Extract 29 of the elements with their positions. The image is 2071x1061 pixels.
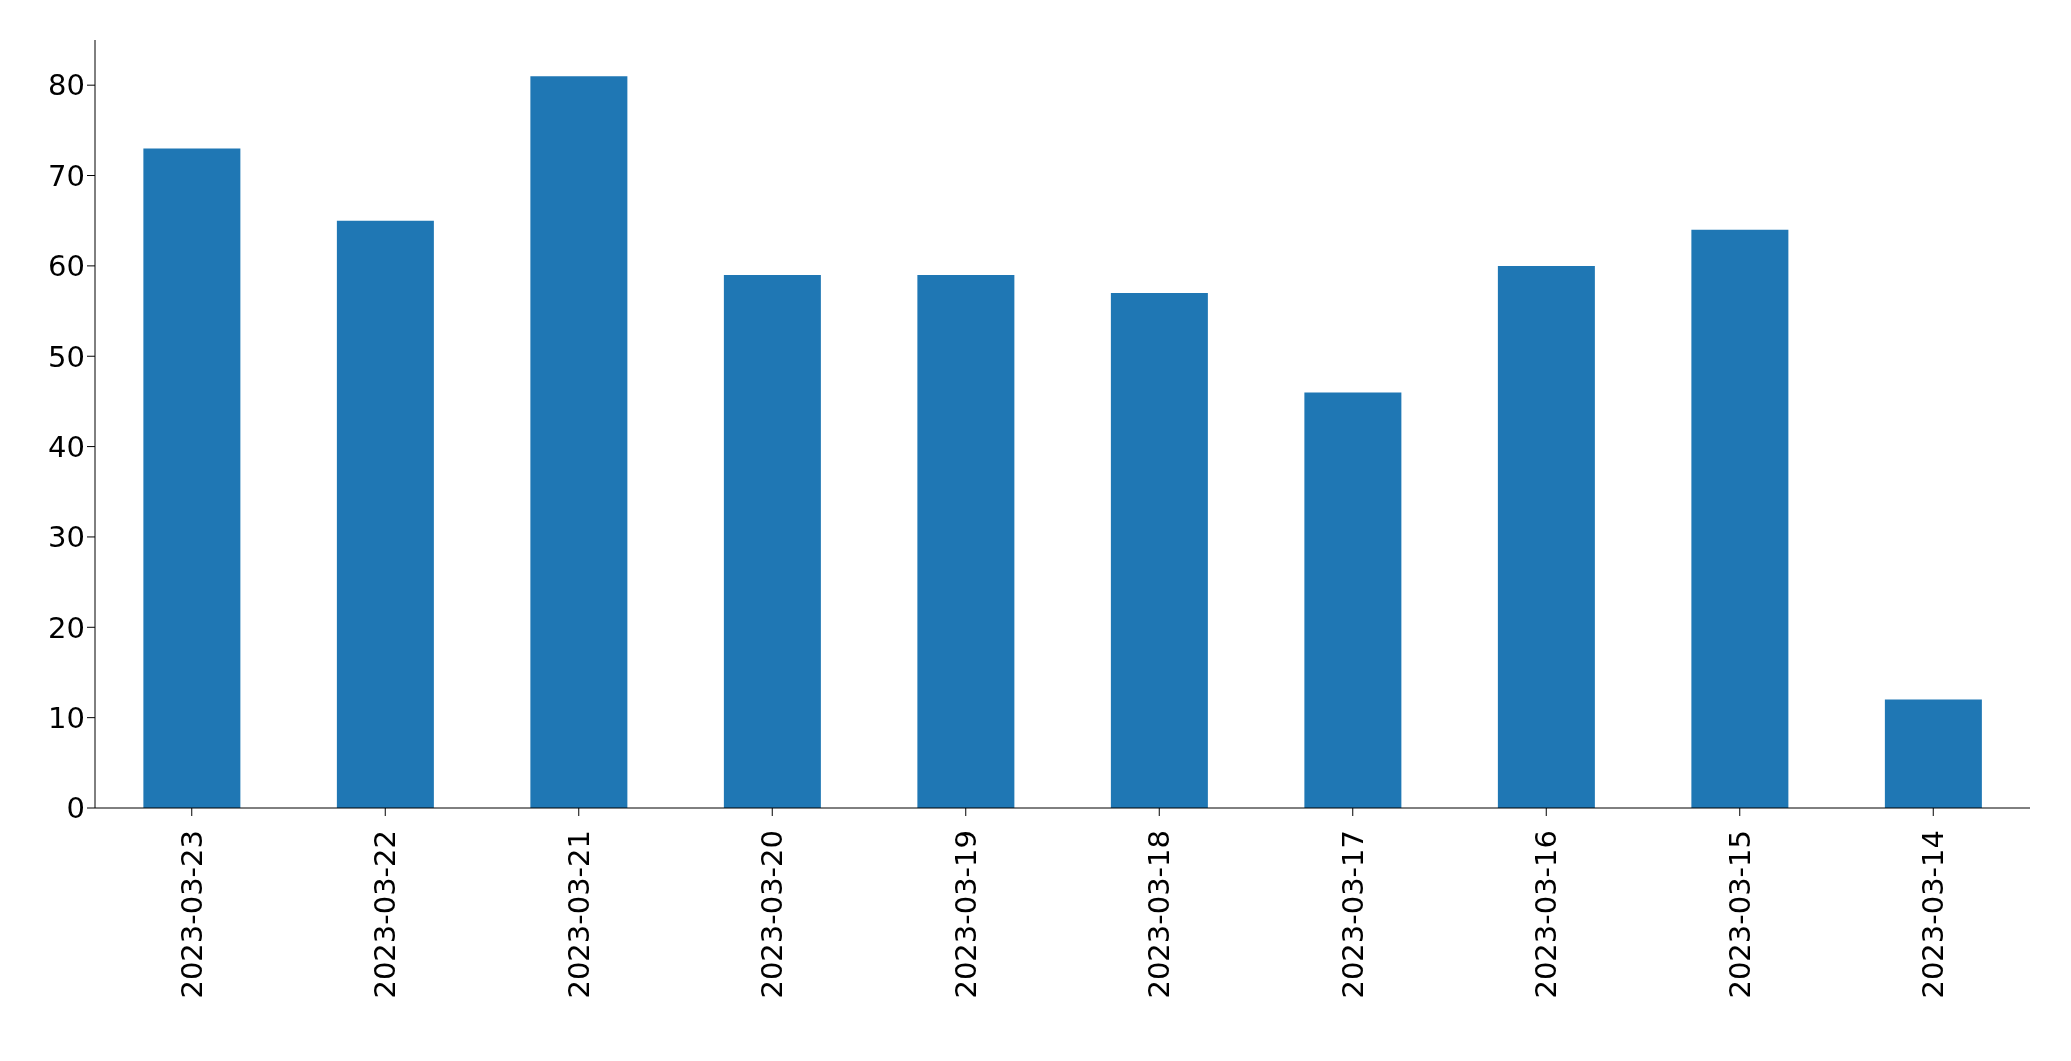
bar <box>1304 392 1402 808</box>
bar <box>1884 699 1982 808</box>
y-tick-label: 10 <box>48 700 85 735</box>
y-tick-label: 80 <box>48 68 85 103</box>
bar <box>1110 292 1208 808</box>
y-tick-label: 40 <box>48 429 85 464</box>
bar <box>723 274 821 808</box>
x-tick-label: 2023-03-17 <box>1335 830 1370 999</box>
x-tick-label: 2023-03-19 <box>948 830 983 999</box>
x-tick-label: 2023-03-16 <box>1529 830 1564 999</box>
y-tick-label: 20 <box>48 610 85 645</box>
bar <box>143 148 241 808</box>
x-tick-label: 2023-03-23 <box>174 830 209 999</box>
y-tick-label: 0 <box>66 791 85 826</box>
x-tick-label: 2023-03-14 <box>1916 830 1951 999</box>
bar <box>1691 229 1789 808</box>
x-tick-label: 2023-03-15 <box>1722 830 1757 999</box>
y-tick-label: 70 <box>48 158 85 193</box>
x-tick-label: 2023-03-21 <box>561 830 596 999</box>
x-tick-label: 2023-03-22 <box>368 830 403 999</box>
y-tick-label: 60 <box>48 249 85 284</box>
bar <box>530 76 628 808</box>
y-tick-label: 50 <box>48 339 85 374</box>
x-tick-label: 2023-03-18 <box>1142 830 1177 999</box>
y-tick-label: 30 <box>48 520 85 555</box>
x-tick-label: 2023-03-20 <box>755 830 790 999</box>
bar <box>336 220 434 808</box>
bar <box>917 274 1015 808</box>
bar <box>1497 265 1595 808</box>
